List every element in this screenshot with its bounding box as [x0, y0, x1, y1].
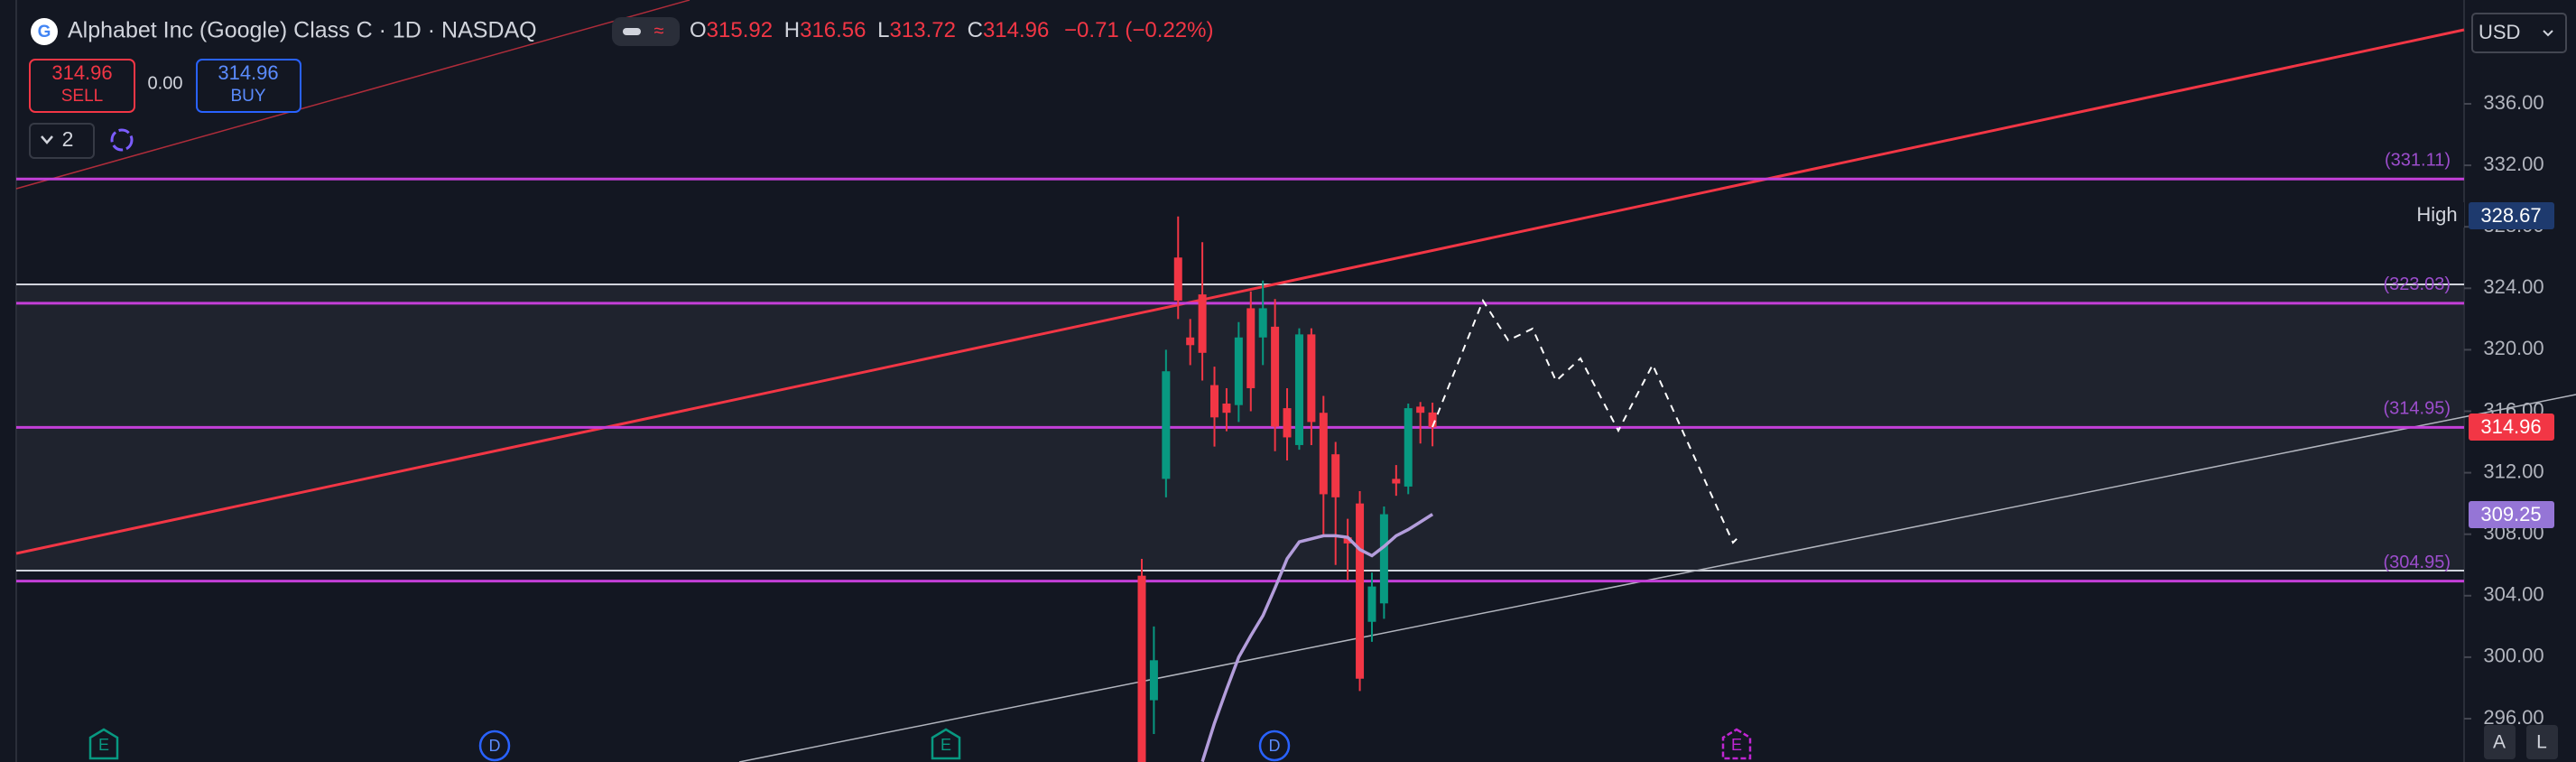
ohlc-o: O	[690, 18, 707, 42]
last-badge	[2469, 414, 2554, 441]
currency-chevron	[2543, 30, 2553, 37]
pill-icon	[623, 28, 641, 35]
event-label: E	[1731, 736, 1742, 754]
buy-button[interactable]	[196, 59, 301, 113]
ma-value: 309.25	[2480, 503, 2541, 525]
candle-body	[1319, 413, 1328, 495]
price-tick-label: 296.00	[2483, 706, 2544, 729]
candle-body	[1271, 326, 1280, 427]
moving-average	[1200, 513, 1434, 762]
event-label: D	[1269, 737, 1281, 755]
price-badges: High 328.67 314.96 309.25	[2410, 202, 2554, 528]
price-tick-label: 336.00	[2483, 91, 2544, 114]
ohlc-c-value: 314.96	[983, 18, 1049, 42]
trend-line-thin	[15, 0, 690, 190]
level-label: (323.03)	[2384, 274, 2451, 294]
chevron	[41, 135, 53, 144]
candle-body	[1392, 479, 1401, 484]
candle-body	[1367, 586, 1376, 622]
ohlc-l: L	[877, 18, 889, 42]
candle-body	[1258, 308, 1267, 338]
candle-body	[1173, 257, 1182, 301]
ohlc-h: H	[784, 18, 800, 42]
candle-body	[1210, 385, 1219, 418]
ohlc-change: −0.71 (−0.22%)	[1064, 18, 1213, 42]
price-tick-label: 332.00	[2483, 153, 2544, 175]
event-label: E	[98, 736, 109, 754]
currency: USD	[2479, 21, 2520, 43]
spread: 0.00	[148, 73, 183, 93]
ma-badge	[2469, 501, 2554, 528]
candle-body	[1356, 503, 1365, 679]
price-tick-label: 304.00	[2483, 583, 2544, 606]
price-tick-label: 320.00	[2483, 337, 2544, 359]
symbol-logo	[31, 18, 58, 45]
price-tick-label: 300.00	[2483, 645, 2544, 667]
level-label: (331.11)	[2385, 151, 2451, 171]
sync-icon[interactable]	[110, 128, 134, 152]
indicators-count: 2	[62, 127, 74, 151]
level-label: (304.95)	[2384, 553, 2451, 572]
scale-label: A	[2493, 732, 2506, 753]
event-label: E	[941, 736, 951, 754]
high-value: 328.67	[2480, 204, 2541, 227]
high-label: High	[2416, 203, 2457, 226]
logo-letter: G	[38, 23, 51, 42]
candle-body	[1222, 403, 1231, 414]
currency-button[interactable]	[2471, 13, 2567, 53]
status-pill[interactable]	[612, 17, 680, 46]
price-tick-label: 312.00	[2483, 460, 2544, 482]
symbol-title[interactable]: Alphabet Inc (Google) Class C · 1D · NAS…	[68, 18, 537, 43]
pill-icon-wave: ≈	[654, 21, 664, 41]
dividend-marker[interactable]	[1258, 729, 1291, 762]
candle-body	[1198, 294, 1207, 353]
support-line	[738, 394, 2576, 762]
candle-body	[1343, 537, 1352, 544]
buy-price: 314.96	[218, 61, 278, 84]
candle-body	[1294, 334, 1303, 445]
candle-body	[1137, 575, 1146, 762]
scale-label: L	[2536, 732, 2547, 753]
earnings-marker[interactable]	[1721, 728, 1752, 760]
earnings-marker[interactable]	[931, 728, 961, 760]
ohlc-o-value: 315.92	[707, 18, 773, 42]
dividend-marker[interactable]	[478, 729, 511, 762]
event-label: D	[489, 737, 501, 755]
sell-label: SELL	[61, 87, 103, 106]
ohlc: O315.92 H316.56 L313.72 C314.96 −0.71 (−…	[690, 18, 1213, 42]
event-markers: E D E D E	[88, 728, 1752, 762]
candle-body	[1234, 337, 1243, 405]
log-scale-button[interactable]	[2526, 725, 2558, 759]
candle-body	[1149, 660, 1158, 701]
sell-price: 314.96	[51, 61, 112, 84]
buy-label: BUY	[230, 87, 265, 106]
candle-body	[1404, 408, 1413, 487]
level-label: (314.95)	[2384, 399, 2451, 419]
candle-body	[1428, 412, 1437, 428]
candles	[1137, 216, 1437, 762]
candle-body	[1379, 514, 1388, 604]
price-tick-label: 324.00	[2483, 275, 2544, 298]
candle-body	[1246, 308, 1256, 388]
trend-line	[15, 28, 2465, 555]
ohlc-h-value: 316.56	[800, 18, 866, 42]
candle-body	[1307, 334, 1316, 423]
indicators-toggle[interactable]	[29, 123, 95, 159]
earnings-marker[interactable]	[88, 728, 119, 760]
high-label-bg	[2410, 202, 2464, 228]
candle-body	[1331, 454, 1340, 497]
ohlc-l-value: 313.72	[890, 18, 956, 42]
sell-button[interactable]	[29, 59, 135, 113]
candle-body	[1186, 337, 1195, 346]
candle-body	[1283, 408, 1292, 438]
auto-scale-button[interactable]	[2484, 725, 2516, 759]
candle-body	[1416, 406, 1425, 414]
last-value: 314.96	[2480, 415, 2541, 438]
ohlc-c: C	[968, 18, 983, 42]
levels: (331.11) (323.03) (314.95) (304.95)	[16, 151, 2464, 583]
candle-body	[1162, 371, 1171, 479]
high-badge	[2469, 202, 2554, 229]
